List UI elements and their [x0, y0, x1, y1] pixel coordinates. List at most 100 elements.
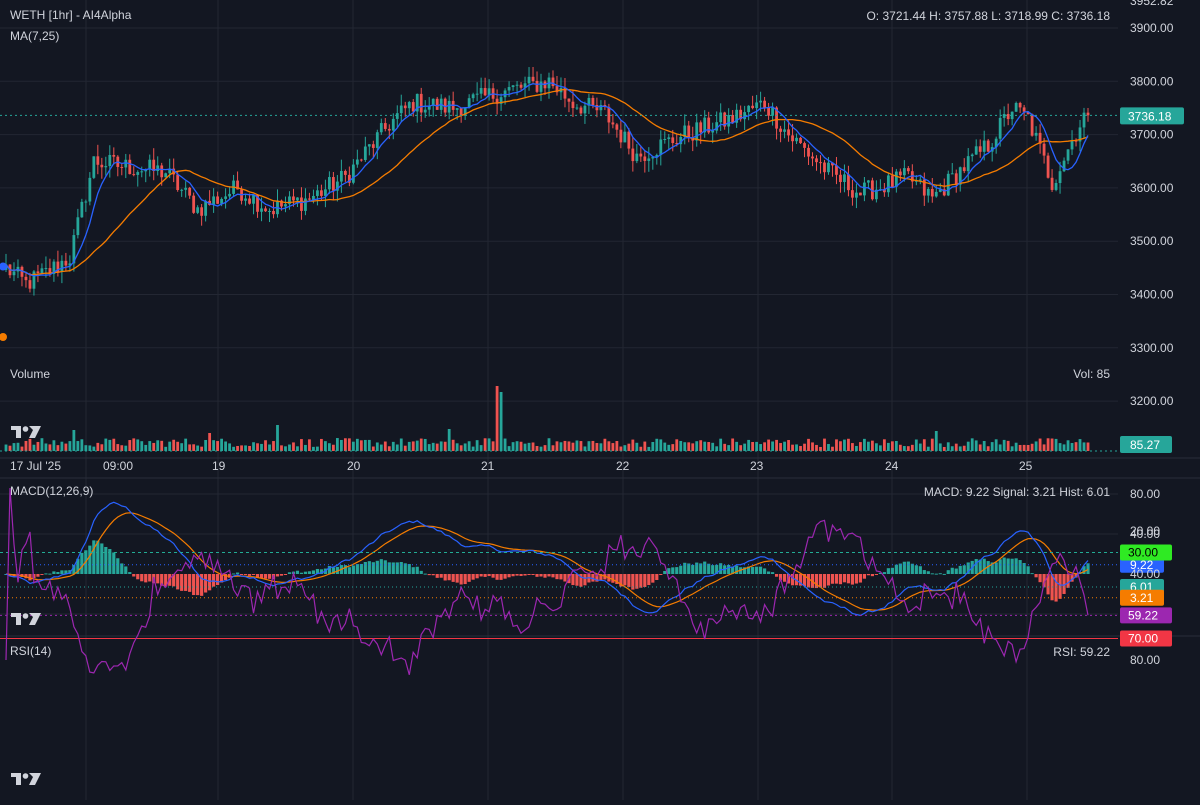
macd-signal-tag [1120, 589, 1164, 606]
candle-body [88, 177, 92, 202]
volume-bar [160, 440, 164, 451]
macd-hist-bar [986, 561, 990, 574]
macd-hist-bar [735, 565, 739, 574]
volume-bar [84, 445, 88, 451]
volume-bar [579, 441, 583, 451]
candle-body [264, 208, 267, 212]
macd-hist-bar [220, 574, 224, 583]
macd-hist-bar [40, 574, 44, 575]
candle-body [803, 143, 806, 148]
macd-hist-bar [391, 562, 395, 574]
macd-hist-bar [112, 552, 116, 574]
macd-hist-bar [164, 574, 168, 587]
volume-bar [1010, 446, 1014, 451]
volume-bar [743, 443, 747, 451]
volume-bar [248, 445, 251, 451]
volume-bar [220, 438, 223, 451]
macd-hist-bar [395, 562, 399, 574]
volume-bar [727, 445, 731, 451]
volume-bar [799, 446, 802, 451]
candle-body [383, 123, 387, 129]
macd-hist-bar [359, 563, 363, 574]
candle-body [184, 187, 188, 190]
macd-hist-bar [655, 574, 659, 580]
volume-bar [934, 431, 938, 451]
macd-hist-bar [1026, 566, 1030, 574]
macd-hist-bar [423, 573, 427, 575]
volume-bar [902, 446, 906, 451]
volume-bar [455, 443, 459, 451]
candle-body [531, 76, 535, 81]
macd-hist-bar [247, 574, 252, 576]
candle-body [459, 108, 463, 116]
candle-body [819, 162, 822, 164]
macd-hist-bar [307, 571, 312, 574]
candle-body [64, 260, 68, 266]
macd-hist-bar [80, 552, 84, 574]
macd-hist-bar [443, 574, 447, 581]
volume-bar [663, 442, 667, 451]
macd-hist-bar [1038, 574, 1042, 583]
candle-body [974, 146, 978, 155]
volume-bar [623, 445, 627, 451]
candle-body [563, 88, 567, 99]
volume-bar [272, 441, 275, 451]
candle-body [775, 107, 778, 129]
candle-body [667, 137, 671, 139]
candle-body [839, 174, 842, 182]
macd-hist-bar [44, 573, 48, 575]
macd-hist-bar [140, 574, 144, 582]
volume-bar [898, 444, 902, 451]
volume-bar [607, 441, 611, 451]
volume-bar [603, 438, 607, 451]
logo-part [22, 773, 29, 779]
macd-hist-bar [327, 566, 331, 574]
volume-bar [459, 445, 463, 451]
macd-hist-bar [483, 574, 487, 577]
candle-body [204, 200, 208, 216]
candle-body [571, 101, 575, 109]
volume-bar [335, 438, 339, 451]
macd-hist-bar [124, 566, 128, 574]
macd-hist-bar [559, 574, 563, 580]
candle-body [351, 164, 355, 183]
candle-body [902, 168, 906, 176]
volume-bar [523, 443, 527, 451]
candle-body [647, 158, 651, 161]
volume-bar [651, 441, 655, 451]
candle-body [1042, 143, 1046, 156]
volume-bar [316, 446, 319, 451]
candle-body [926, 188, 930, 196]
candle-body [663, 138, 667, 140]
candle-body [867, 180, 870, 183]
price-axis-tick: 3400.00 [1130, 288, 1174, 302]
volume-bar [284, 446, 287, 451]
candle-body [96, 156, 100, 165]
volume-bar [914, 439, 918, 451]
macd-hist-bar [774, 574, 779, 577]
macd-hist-bar [667, 568, 671, 574]
time-axis-tick: 24 [885, 459, 899, 473]
candle-body [403, 105, 407, 109]
candle-body [56, 261, 60, 272]
candle-body [859, 192, 862, 196]
candle-body [419, 93, 423, 113]
macd-hist-bar [731, 566, 735, 574]
volume-bar [451, 439, 455, 451]
candle-body [954, 173, 958, 185]
volume-bar [132, 438, 136, 451]
macd-hist-bar [914, 565, 918, 574]
volume-bar [367, 439, 371, 451]
macd-hist-bar [491, 574, 495, 578]
volume-bar [439, 441, 443, 451]
volume-bar [747, 439, 751, 451]
volume-bar [507, 446, 511, 451]
candle-body [387, 128, 391, 131]
volume-bar [355, 438, 359, 451]
candle-body [998, 117, 1002, 139]
macd-hist-bar [755, 566, 759, 574]
price-axis-tick: 3952.82 [1130, 0, 1174, 8]
candle-body [36, 271, 40, 274]
